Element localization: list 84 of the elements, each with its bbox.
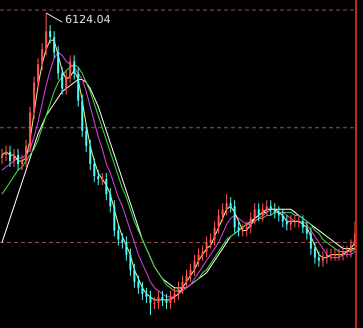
candlestick xyxy=(210,232,212,250)
candlestick xyxy=(141,281,144,300)
candlestick xyxy=(202,245,204,262)
candlestick xyxy=(165,293,168,310)
candlestick xyxy=(129,248,132,276)
candlestick xyxy=(17,148,20,171)
candlestick xyxy=(57,46,60,80)
candlestick xyxy=(85,124,88,152)
candlestick xyxy=(194,254,196,276)
candlestick xyxy=(310,226,312,256)
candlestick xyxy=(157,290,160,310)
candlestick xyxy=(246,220,248,237)
candlestick xyxy=(338,248,340,262)
candlestick xyxy=(242,224,244,237)
candlestick xyxy=(282,208,284,228)
candlestick xyxy=(133,263,136,288)
candlestick xyxy=(61,66,64,96)
candlestick xyxy=(218,208,220,234)
candlestick xyxy=(306,220,308,240)
candlestick xyxy=(49,24,52,44)
candlestick xyxy=(105,172,108,201)
candlestick xyxy=(250,212,252,234)
candlestick xyxy=(177,281,180,300)
candlestick xyxy=(93,157,96,183)
candlestick xyxy=(214,220,216,246)
candlestick xyxy=(109,188,112,213)
candlestick xyxy=(286,214,288,231)
candlestick xyxy=(101,172,104,186)
candlestick xyxy=(326,248,328,264)
candlestick xyxy=(254,202,256,225)
candlestick xyxy=(274,202,276,219)
candlestick xyxy=(89,139,92,171)
candlestick xyxy=(350,239,352,258)
candlestick xyxy=(230,196,232,213)
candlestick xyxy=(161,290,164,306)
candlestick xyxy=(45,12,48,56)
candlestick xyxy=(330,248,332,262)
candlestick xyxy=(290,214,292,231)
candlestick xyxy=(125,236,128,262)
candlestick xyxy=(302,214,304,234)
candlestick xyxy=(145,287,148,304)
candlestick xyxy=(182,275,184,294)
candlestick xyxy=(190,263,192,282)
candlestick xyxy=(173,287,176,304)
candlestick xyxy=(270,200,272,216)
candlestick xyxy=(318,251,320,268)
candlestick xyxy=(21,154,24,171)
candlestick xyxy=(198,248,200,268)
candlestick xyxy=(298,214,300,228)
candlestick xyxy=(346,245,348,258)
candlestick xyxy=(234,200,236,234)
candlestick xyxy=(149,290,152,316)
candlestick xyxy=(314,242,316,264)
candlestick xyxy=(97,170,100,186)
candlestick xyxy=(53,30,56,59)
candlestick xyxy=(9,145,12,168)
candlestick xyxy=(278,206,280,222)
candlestick xyxy=(322,251,324,268)
candlestick xyxy=(65,70,68,96)
candlestick xyxy=(37,58,40,90)
candlestick xyxy=(117,224,120,246)
candlestick xyxy=(258,202,260,222)
candlestick xyxy=(153,296,156,310)
candlestick xyxy=(169,290,172,310)
candlestick xyxy=(294,214,296,228)
candlestick xyxy=(226,194,228,216)
candlestick xyxy=(13,148,16,168)
candlestick xyxy=(121,232,124,250)
candlestick xyxy=(238,220,240,237)
candlestick xyxy=(206,236,208,258)
candlestick xyxy=(222,202,224,222)
candlestick xyxy=(73,54,76,80)
candlestick xyxy=(5,145,8,162)
annotation: 6124.04 xyxy=(65,12,111,26)
candlestick xyxy=(1,148,4,165)
candlestick xyxy=(262,202,264,222)
candlestick xyxy=(25,139,28,168)
candlestick xyxy=(41,42,44,71)
candlestick xyxy=(334,248,336,262)
candlestick xyxy=(186,269,188,288)
candlestick xyxy=(69,54,72,83)
candlestick xyxy=(342,245,344,262)
candlestick xyxy=(266,200,268,216)
candlestick xyxy=(137,275,140,294)
